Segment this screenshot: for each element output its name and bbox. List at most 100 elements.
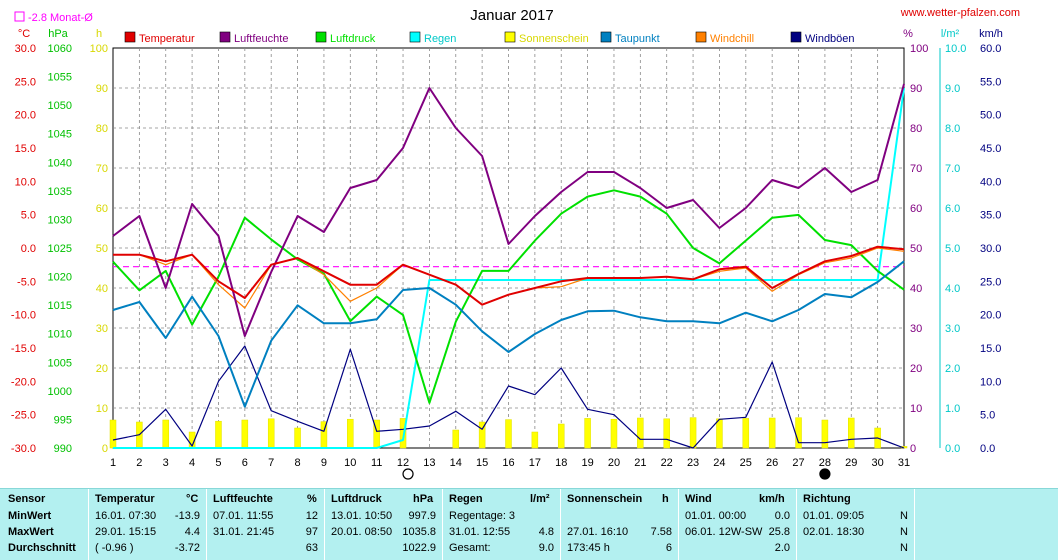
x-tick-label: 30 [872, 457, 884, 469]
sun-tick-label: 80 [96, 123, 108, 135]
sun-tick-label: 30 [96, 323, 108, 335]
avg-pressure-value: 1022.9 [402, 542, 436, 554]
wind-tick-label: 25.0 [980, 276, 1001, 288]
sunshine-bar [663, 418, 670, 449]
x-tick-label: 7 [268, 457, 274, 469]
x-tick-label: 2 [136, 457, 142, 469]
x-tick-label: 27 [792, 457, 804, 469]
temp-tick-label: 30.0 [15, 43, 36, 55]
max-wind-time: 06.01. 12W-SW [685, 526, 763, 538]
min-temp-time: 16.01. 07:30 [95, 510, 157, 522]
grid [112, 47, 905, 449]
min-humidity-time: 07.01. 11:55 [213, 510, 274, 522]
series-line-luftfeuchte [112, 83, 905, 337]
pressure-tick-label: 1030 [48, 214, 72, 226]
legend-swatch [315, 31, 327, 43]
sunshine-bar [795, 417, 802, 449]
header-direction: Richtung [803, 493, 851, 505]
humidity-unit: % [903, 28, 913, 40]
open-circle-symbol [402, 468, 414, 480]
max-label: MaxWert [8, 526, 54, 538]
pressure-tick-label: 1020 [48, 272, 72, 284]
rain-unit: l/m² [941, 28, 960, 40]
max-temp-time: 29.01. 15:15 [95, 526, 157, 538]
temp-tick-label: -5.0 [17, 276, 36, 288]
legend-swatch [124, 31, 136, 43]
humidity-tick-label: 50 [910, 243, 922, 255]
sun-tick-label: 50 [96, 243, 108, 255]
avg-label: Durchschnitt [8, 542, 76, 554]
sun-tick-label: 40 [96, 283, 108, 295]
x-tick-label: 31 [898, 457, 910, 469]
pressure-tick-label: 1035 [48, 186, 72, 198]
temp-tick-label: -20.0 [11, 376, 36, 388]
chart-title: Januar 2017 [470, 7, 553, 24]
x-tick-label: 20 [608, 457, 620, 469]
sunshine-bar [109, 419, 117, 449]
x-tick-label: 4 [189, 457, 195, 469]
wind-tick-label: 10.0 [980, 376, 1001, 388]
x-tick-label: 19 [581, 457, 593, 469]
sunshine-bar [557, 423, 565, 449]
series-lines [112, 83, 905, 449]
sunshine-bar [584, 418, 591, 449]
sunshine-bar [162, 419, 169, 449]
sun-symbols [402, 468, 831, 480]
wind-tick-label: 5.0 [980, 410, 995, 422]
max-pressure-time: 20.01. 08:50 [331, 526, 393, 538]
x-tick-label: 3 [163, 457, 169, 469]
legend-label: Windchill [710, 33, 754, 45]
pressure-unit: hPa [48, 28, 68, 40]
axis-unit-labels: °C hPa h % l/m² km/h [18, 28, 1003, 40]
sunshine-bar [531, 431, 539, 449]
legend-label: Sonnenschein [519, 33, 589, 45]
temp-tick-label: 15.0 [15, 143, 36, 155]
website-link[interactable]: www.wetter-pfalzen.com [900, 7, 1020, 19]
rain-tick-label: 1.0 [945, 403, 960, 415]
sunshine-bar [478, 421, 486, 449]
max-direction-time: 02.01. 18:30 [803, 526, 865, 538]
sunshine-bar [294, 427, 301, 449]
x-tick-label: 24 [713, 457, 725, 469]
humidity-tick-label: 60 [910, 203, 922, 215]
sunshine-bar [848, 417, 855, 449]
max-rain-text: 31.01. 12:55 [449, 526, 511, 538]
avg-sun-value: 6 [665, 542, 672, 554]
x-tick-label: 10 [344, 457, 356, 469]
series-line-taupunkt [112, 260, 905, 408]
humidity-tick-label: 40 [910, 283, 922, 295]
legend-swatch [219, 31, 231, 43]
sunshine-bar [505, 419, 512, 449]
legend-swatch [790, 31, 802, 43]
min-humidity-value: 12 [305, 510, 318, 522]
x-tick-label: 16 [502, 457, 514, 469]
weather-chart: Januar 2017 www.wetter-pfalzen.com -2.8 … [11, 7, 1020, 480]
legend-swatch [600, 31, 612, 43]
x-tick-label: 5 [215, 457, 221, 469]
x-tick-label: 18 [555, 457, 567, 469]
legend-label: Windböen [805, 33, 855, 45]
x-tick-label: 1 [110, 457, 116, 469]
temp-tick-label: -25.0 [11, 410, 36, 422]
pressure-tick-label: 1060 [48, 43, 72, 55]
wind-tick-label: 20.0 [980, 310, 1001, 322]
x-tick-label: 21 [634, 457, 646, 469]
rain-tick-label: 8.0 [945, 123, 960, 135]
min-label: MinWert [8, 510, 52, 522]
x-tick-label: 11 [371, 457, 382, 469]
humidity-tick-label: 80 [910, 123, 922, 135]
avg-temp-value: -3.72 [174, 542, 200, 554]
min-temp-value: -13.9 [174, 510, 200, 522]
temp-tick-label: 25.0 [15, 76, 36, 88]
header-temp: Temperatur [95, 493, 155, 505]
max-rain-value: 4.8 [538, 526, 554, 538]
pressure-tick-label: 995 [54, 414, 72, 426]
stats-header-row: Sensor Temperatur °C Luftfeuchte % Luftd… [0, 493, 1058, 510]
wind-tick-label: 15.0 [980, 343, 1001, 355]
wind-tick-label: 55.0 [980, 76, 1001, 88]
header-wind-unit: km/h [759, 493, 785, 505]
humidity-tick-label: 0 [910, 443, 916, 455]
pressure-tick-label: 1050 [48, 100, 72, 112]
min-direction-value: N [900, 510, 908, 522]
sun-tick-label: 70 [96, 163, 108, 175]
